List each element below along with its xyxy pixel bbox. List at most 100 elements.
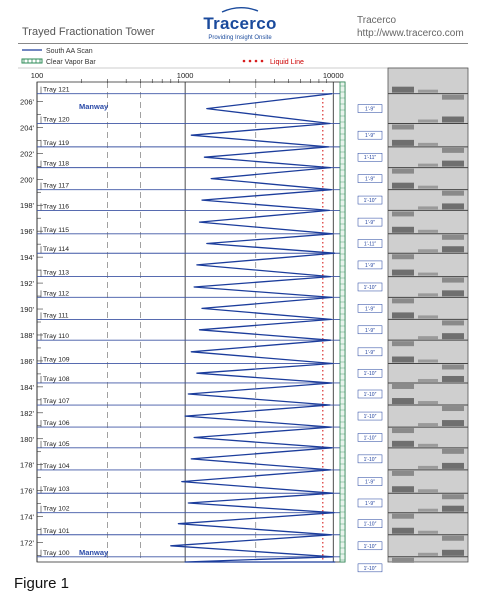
tower-valve — [418, 423, 438, 427]
y-tick-label: 200' — [20, 175, 35, 184]
scan-line — [170, 93, 336, 563]
tray-label: Tray 107 — [43, 398, 70, 405]
spacing-box — [357, 368, 383, 378]
tower-downcomer — [392, 486, 414, 493]
tower-downcomer — [442, 246, 464, 253]
y-tick-label: 206' — [20, 97, 35, 106]
company-name: Tracerco — [357, 15, 397, 26]
tower-valve — [418, 142, 438, 146]
legend-liquid-swatch — [242, 59, 246, 63]
swoosh-icon — [221, 7, 259, 13]
tower-weir — [442, 448, 464, 454]
spacing-box — [357, 260, 383, 270]
spacing-label: 1′-9″ — [365, 177, 375, 183]
tower-valve — [418, 530, 438, 534]
company-info: Tracerco http://www.tracerco.com — [357, 14, 464, 40]
tower-valve — [418, 293, 438, 297]
spacing-label: 1′-9″ — [365, 350, 375, 356]
tray-label: Tray 114 — [43, 246, 69, 253]
legend-liquid-swatch — [248, 59, 252, 63]
spacing-label: 1′-10″ — [364, 371, 377, 377]
spacing-box — [357, 477, 383, 486]
spacing-label: 1′-10″ — [364, 392, 377, 398]
y-tick-label: 194' — [20, 253, 35, 262]
tower-downcomer — [442, 420, 464, 427]
brand-tagline: Providing Insight Onsite — [208, 35, 272, 41]
tower-valve — [418, 443, 438, 447]
spacing-box — [357, 174, 383, 183]
y-tick-label: 182' — [20, 409, 35, 418]
tower-diagram — [387, 67, 469, 563]
tower-valve — [418, 336, 438, 340]
y-tick-label: 190' — [20, 305, 35, 314]
page-title: Trayed Fractionation Tower — [22, 26, 155, 38]
tower-downcomer — [392, 527, 414, 534]
tower-weir — [442, 364, 464, 370]
tray-label: Tray 109 — [43, 357, 70, 364]
spacing-box — [357, 347, 383, 357]
tray-label: Tray 113 — [43, 270, 69, 277]
spacing-box — [357, 411, 383, 421]
y-tick-label: 186' — [20, 357, 35, 366]
spacing-label: 1′-9″ — [365, 133, 375, 139]
tower-downcomer — [392, 356, 414, 363]
spacing-box — [357, 104, 383, 113]
tower-weir — [392, 341, 414, 347]
spacing-label: 1′-10″ — [364, 544, 377, 550]
spacing-box — [357, 325, 383, 335]
tray-label: Tray 104 — [43, 463, 70, 470]
y-tick-label: 180' — [20, 435, 35, 444]
tower-weir — [442, 494, 464, 500]
legend-vapor-label: Clear Vapor Bar — [46, 59, 96, 66]
tower-downcomer — [392, 440, 414, 447]
spacing-label: 1′-11″ — [364, 155, 377, 161]
spacing-box — [357, 519, 383, 528]
y-tick-label: 188' — [20, 331, 35, 340]
spacing-label: 1′-10″ — [364, 435, 377, 441]
tower-valve — [418, 249, 438, 253]
tray-label: Tray 102 — [43, 506, 70, 513]
y-tick-label: 192' — [20, 279, 35, 288]
tower-weir — [392, 557, 414, 563]
spacing-label: 1′-9″ — [365, 328, 375, 334]
tray-label: Tray 117 — [43, 183, 69, 190]
tower-valve — [418, 163, 438, 167]
tray-lines: Tray 121 Tray 120 Tray 119 Tray 118 Tray 117… — [37, 86, 345, 558]
tower-valve — [418, 315, 438, 319]
tray-label: Tray 108 — [43, 376, 70, 383]
manway-label: Manway — [79, 548, 109, 557]
tower-weir — [442, 234, 464, 240]
spacing-box — [357, 282, 383, 292]
y-tick-label: 196' — [20, 227, 35, 236]
spacing-label: 1′-9″ — [365, 220, 375, 226]
tray-label: Tray 119 — [43, 140, 69, 147]
tower-downcomer — [442, 290, 464, 297]
tower-valve — [418, 89, 438, 93]
spacing-label: 1′-9″ — [365, 306, 375, 312]
y-tick-label: 202' — [20, 149, 35, 158]
spacing-box — [357, 541, 383, 551]
y-tick-label: 172' — [20, 539, 35, 548]
brand-logo: Tracerco Providing Insight Onsite — [200, 6, 280, 41]
tower-weir — [392, 298, 414, 304]
tower-weir — [392, 211, 414, 217]
tower-valve — [418, 401, 438, 405]
tray-label: Tray 110 — [43, 333, 69, 340]
tray-label: Tray 115 — [43, 227, 69, 234]
tower-weir — [442, 147, 464, 153]
tray-label: Tray 100 — [43, 550, 70, 557]
spacing-box — [357, 130, 383, 140]
tower-valve — [418, 272, 438, 276]
legend-liquid-swatch — [260, 59, 264, 63]
spacing-box — [357, 195, 383, 205]
legend-liquid-label: Liquid Line — [270, 59, 304, 66]
spacing-label: 1′-9″ — [365, 263, 375, 269]
tower-valve — [418, 508, 438, 512]
company-url[interactable]: http://www.tracerco.com — [357, 28, 464, 39]
tower-valve — [418, 185, 438, 189]
tower-valve — [418, 359, 438, 363]
spacing-label: 1′-11″ — [364, 242, 377, 248]
tower-valve — [418, 465, 438, 469]
tower-weir — [392, 124, 414, 130]
